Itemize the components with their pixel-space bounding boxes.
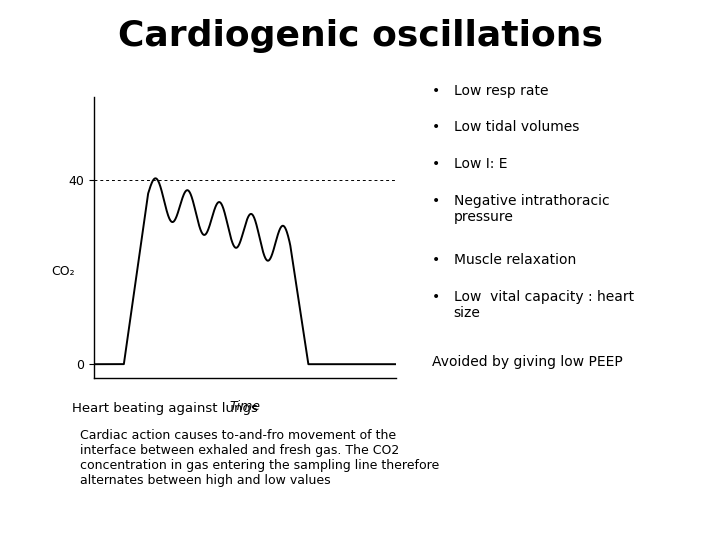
Text: Cardiogenic oscillations: Cardiogenic oscillations <box>117 19 603 53</box>
Text: Low resp rate: Low resp rate <box>454 84 548 98</box>
Text: Low tidal volumes: Low tidal volumes <box>454 120 579 134</box>
Text: Low I: E: Low I: E <box>454 157 507 171</box>
Text: Negative intrathoracic
pressure: Negative intrathoracic pressure <box>454 194 609 224</box>
Text: Cardiac action causes to-and-fro movement of the
  interface between exhaled and: Cardiac action causes to-and-fro movemen… <box>72 429 439 487</box>
Text: Heart beating against lungs: Heart beating against lungs <box>72 402 258 415</box>
Text: •: • <box>432 84 440 98</box>
Text: •: • <box>432 253 440 267</box>
Y-axis label: CO₂: CO₂ <box>52 265 75 278</box>
Text: Muscle relaxation: Muscle relaxation <box>454 253 576 267</box>
Text: Time: Time <box>229 401 261 414</box>
Text: •: • <box>432 290 440 304</box>
Text: Avoided by giving low PEEP: Avoided by giving low PEEP <box>432 355 623 369</box>
Text: •: • <box>432 194 440 208</box>
Text: •: • <box>432 157 440 171</box>
Text: Low  vital capacity : heart
size: Low vital capacity : heart size <box>454 290 634 320</box>
Text: •: • <box>432 120 440 134</box>
